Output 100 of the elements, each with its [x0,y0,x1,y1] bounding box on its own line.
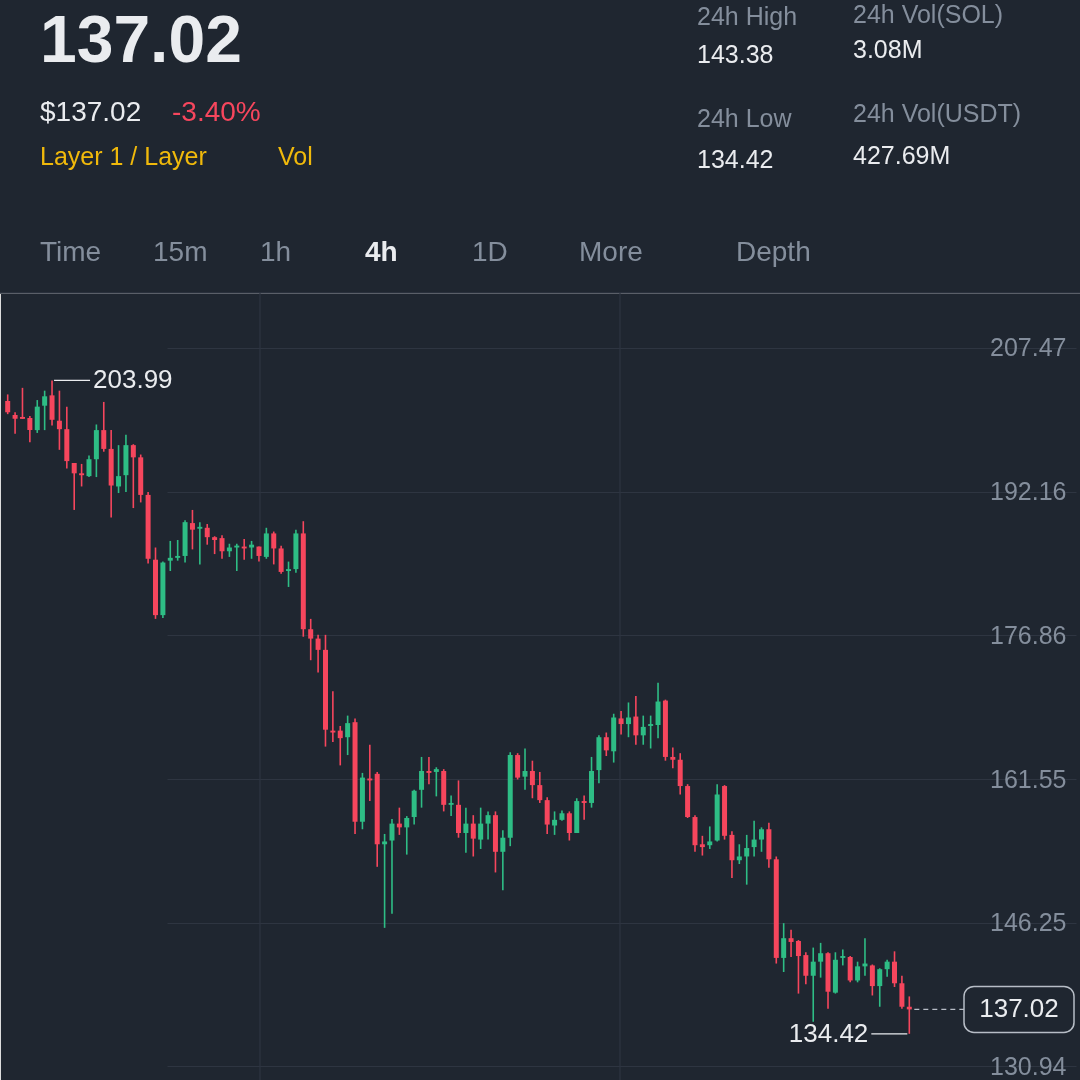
candlestick [175,539,181,562]
candlestick [515,752,521,781]
y-tick-label: 207.47 [990,333,1067,362]
candlestick [788,928,794,958]
candlestick [315,634,321,674]
text: 1h [260,236,292,267]
text: 24h Vol(USDT) [853,99,1022,127]
chart-title: 137.02 [40,2,242,76]
candlestick [27,415,33,444]
candlestick [640,714,646,746]
candlestick [116,444,122,494]
candlestick [419,756,425,809]
candlestick [869,963,875,997]
text: 24h High [697,2,798,30]
candlestick [648,714,654,750]
candlestick [426,756,432,785]
candlestick [86,454,92,478]
candlestick [751,820,757,858]
candlestick [34,399,40,434]
y-tick-label: 192.16 [990,477,1067,506]
text: Layer 1 / Layer [40,142,207,170]
candlestick [625,701,631,739]
candlestick [566,810,572,842]
candlestick [337,725,343,767]
text: 1D [472,236,508,267]
y-tick-label: 161.55 [990,764,1067,793]
text: 24h Vol(SOL) [853,0,1004,28]
candlestick [271,530,277,566]
candlestick [433,766,439,798]
candlestick [655,681,661,739]
annotation: 203.99 [93,364,173,395]
y-tick-label: 146.25 [990,908,1067,937]
candlestick [759,826,764,853]
candlestick [810,946,816,1023]
candlestick [847,955,853,984]
text: -3.40% [172,96,261,127]
candlestick [840,948,846,967]
candlestick [448,794,454,817]
text: 134.42 [697,145,774,173]
candlestick [736,843,742,865]
text: $137.02 [40,96,142,127]
candlestick [19,387,25,420]
text: 4h [365,236,398,267]
text: 24h Low [697,104,793,132]
text: 427.69M [853,141,951,169]
candlestick [877,967,883,1008]
candlestick [522,747,528,791]
candlestick [463,806,469,854]
candlestick [670,746,676,770]
candlestick [382,833,388,929]
candlestick [189,509,195,551]
candlestick [79,463,85,488]
text: More [579,236,643,267]
candlestick [286,560,292,588]
candlestick [633,695,639,746]
candlestick [12,411,18,435]
candlestick [71,462,77,511]
candlestick [56,389,62,451]
candlestick [389,818,395,915]
candlestick [892,950,898,988]
candlestick [581,794,587,821]
text: Time [40,236,102,267]
candlestick [234,542,240,572]
text: Vol [278,142,313,170]
text: 3.08M [853,35,923,63]
candlestick [855,960,861,984]
candlestick [485,810,491,841]
candlestick [803,951,809,986]
ref-line-label: 137.02 [979,993,1059,1024]
candlestick [537,771,543,804]
candlestick [699,835,705,857]
text: 15m [153,236,208,267]
y-tick-label: 176.86 [990,620,1067,649]
candlestick [707,825,713,850]
candlestick [263,526,269,560]
candlestick [899,974,905,1010]
candlestick [330,690,336,743]
candlestick [42,389,48,431]
candlestick [101,401,107,453]
annotation: 134.42 [788,1017,869,1048]
candlestick [345,714,351,756]
candlestick [404,815,410,856]
candlestick [478,806,484,850]
candlestick [308,618,314,661]
candlestick [278,544,284,575]
candlestick [500,829,506,892]
y-tick-label: 130.94 [990,1051,1067,1080]
candlestick [795,939,801,995]
candlestick [529,759,535,800]
candlestick [130,443,136,509]
candlestick [204,523,210,546]
candlestick [618,710,624,736]
candlestick [219,534,225,560]
candlestick [167,540,173,572]
candlestick [818,942,824,979]
candlestick [470,814,476,858]
candlestick [197,521,203,566]
text: Depth [736,236,811,267]
candlestick [744,834,750,886]
candlestick [603,731,609,757]
